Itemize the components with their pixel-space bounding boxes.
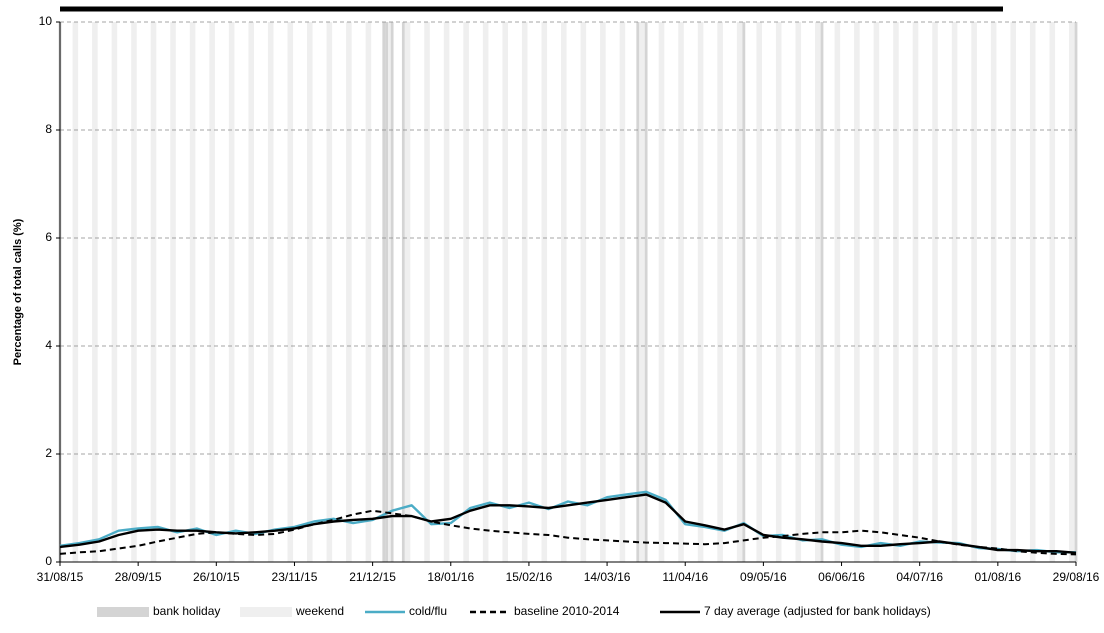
x-tick-label: 14/03/16 <box>584 570 631 584</box>
weekend-band <box>365 22 372 562</box>
weekend-band <box>1069 22 1075 562</box>
weekend-band <box>736 22 743 562</box>
y-tick-label: 10 <box>39 14 53 28</box>
legend-label: baseline 2010-2014 <box>514 604 620 618</box>
weekend-band <box>795 22 802 562</box>
legend-swatch <box>240 607 292 617</box>
legend-label: bank holiday <box>153 604 220 618</box>
weekend-band <box>639 22 645 562</box>
weekend-band <box>932 22 938 562</box>
x-tick-label: 04/07/16 <box>896 570 943 584</box>
weekend-band <box>92 22 98 562</box>
weekend-band <box>619 22 626 562</box>
weekend-band <box>951 22 958 562</box>
weekend-band <box>893 22 899 562</box>
y-tick-label: 0 <box>45 554 52 568</box>
bank-holiday-band <box>390 22 394 562</box>
weekend-band <box>854 22 860 562</box>
weekend-band <box>424 22 430 562</box>
y-tick-label: 2 <box>45 446 52 460</box>
weekend-band <box>170 22 176 562</box>
x-tick-label: 21/12/15 <box>349 570 396 584</box>
weekend-band <box>815 22 821 562</box>
x-tick-label: 26/10/15 <box>193 570 240 584</box>
bank-holiday-band <box>401 22 405 562</box>
weekend-band <box>326 22 333 562</box>
weekend-band <box>72 22 79 562</box>
weekend-band <box>463 22 469 562</box>
y-tick-label: 8 <box>45 122 52 136</box>
bank-holiday-band <box>1074 22 1078 562</box>
weekend-band <box>189 22 196 562</box>
bank-holiday-band <box>382 22 386 562</box>
weekend-band <box>775 22 782 562</box>
weekend-band <box>482 22 489 562</box>
weekend-band <box>248 22 254 562</box>
y-axis-label: Percentage of total calls (%) <box>12 218 24 365</box>
bank-holiday-band <box>644 22 648 562</box>
series-line <box>59 493 1077 554</box>
weekend-band <box>580 22 587 562</box>
x-tick-label: 29/08/16 <box>1053 570 1100 584</box>
weekend-band <box>717 22 723 562</box>
y-tick-label: 6 <box>45 230 52 244</box>
weekend-band <box>697 22 704 562</box>
weekend-band <box>131 22 137 562</box>
weekend-band <box>209 22 215 562</box>
weekend-band <box>756 22 762 562</box>
weekend-band <box>912 22 919 562</box>
bank-holiday-band <box>636 22 640 562</box>
y-tick-label: 4 <box>45 338 52 352</box>
x-tick-label: 23/11/15 <box>272 570 318 584</box>
weekend-band <box>111 22 118 562</box>
weekend-band <box>990 22 997 562</box>
weekend-band <box>150 22 157 562</box>
x-tick-label: 31/08/15 <box>37 570 84 584</box>
weekend-band <box>385 22 391 562</box>
weekend-band <box>228 22 235 562</box>
weekend-band <box>404 22 411 562</box>
x-tick-label: 28/09/15 <box>115 570 162 584</box>
weekend-band <box>971 22 977 562</box>
weekend-band <box>1010 22 1016 562</box>
weekend-band <box>561 22 567 562</box>
weekend-band <box>521 22 528 562</box>
weekend-band <box>502 22 508 562</box>
weekend-band <box>307 22 313 562</box>
bank-holiday-band <box>820 22 824 562</box>
weekend-band <box>541 22 548 562</box>
weekend-band <box>267 22 274 562</box>
legend-label: cold/flu <box>409 604 447 618</box>
x-tick-label: 01/08/16 <box>974 570 1021 584</box>
legend-swatch <box>97 607 149 617</box>
weekend-band <box>678 22 684 562</box>
x-tick-label: 06/06/16 <box>818 570 865 584</box>
bank-holiday-band <box>742 22 746 562</box>
weekend-band <box>346 22 352 562</box>
bank-holiday-band <box>385 22 388 562</box>
bands <box>58 22 1078 562</box>
legend-label: 7 day average (adjusted for bank holiday… <box>704 604 931 618</box>
weekend-band <box>834 22 841 562</box>
weekend-band <box>873 22 880 562</box>
weekend-band <box>658 22 665 562</box>
weekend-band <box>443 22 450 562</box>
weekend-band <box>1029 22 1036 562</box>
x-tick-label: 09/05/16 <box>740 570 787 584</box>
x-tick-label: 15/02/16 <box>506 570 553 584</box>
weekend-band <box>287 22 294 562</box>
legend-label: weekend <box>295 604 344 618</box>
weekend-band <box>600 22 606 562</box>
x-tick-label: 18/01/16 <box>427 570 474 584</box>
weekend-band <box>1049 22 1056 562</box>
x-tick-label: 11/04/16 <box>662 570 708 584</box>
